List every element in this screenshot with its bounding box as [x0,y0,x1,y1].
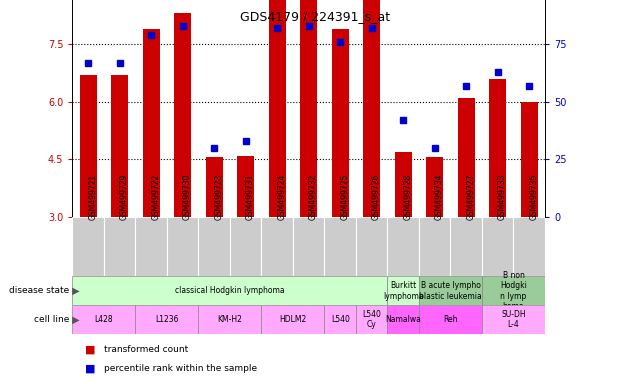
Text: GSM499729: GSM499729 [120,174,129,220]
Text: GSM499732: GSM499732 [309,174,318,220]
Bar [419,276,482,305]
Bar [72,217,104,276]
Bar [230,217,261,276]
Bar [111,75,129,217]
Text: transformed count: transformed count [104,345,188,354]
Text: cell line: cell line [34,315,69,324]
Bar [363,0,381,217]
Bar [520,102,538,217]
Bar [482,217,513,276]
Bar [387,305,419,334]
Bar [198,305,261,334]
Bar [198,217,230,276]
Bar [450,217,482,276]
Text: GSM499721: GSM499721 [88,174,97,220]
Text: GSM499722: GSM499722 [151,174,160,220]
Text: GSM499727: GSM499727 [466,174,475,220]
Bar [356,217,387,276]
Text: percentile rank within the sample: percentile rank within the sample [104,364,257,373]
Bar [331,29,349,217]
Text: GSM499728: GSM499728 [403,174,412,220]
Text: GSM499735: GSM499735 [529,174,538,220]
Bar [394,152,412,217]
Bar [356,305,387,334]
Bar [482,276,545,305]
Text: GDS4179 / 224391_s_at: GDS4179 / 224391_s_at [240,10,390,23]
Bar [174,13,192,217]
Bar [261,305,324,334]
Text: ■: ■ [85,364,96,374]
Text: GSM499725: GSM499725 [340,174,349,220]
Bar [135,217,167,276]
Bar [293,217,324,276]
Text: L428: L428 [94,315,113,324]
Text: Namalwa: Namalwa [386,315,421,324]
Bar [104,217,135,276]
Text: L1236: L1236 [155,315,179,324]
Bar [324,305,356,334]
Bar [205,157,223,217]
Text: Burkitt
lymphoma: Burkitt lymphoma [383,281,423,301]
Bar [419,305,482,334]
Bar [513,217,545,276]
Text: HDLM2: HDLM2 [279,315,307,324]
Text: GSM499726: GSM499726 [372,174,381,220]
Bar [482,305,545,334]
Bar [142,29,160,217]
Text: GSM499723: GSM499723 [214,174,223,220]
Text: ▶: ▶ [69,314,80,325]
Bar [387,217,419,276]
Bar [261,217,293,276]
Text: GSM499734: GSM499734 [435,174,444,220]
Text: ■: ■ [85,344,96,354]
Bar [457,98,475,217]
Bar [426,157,444,217]
Bar [489,79,507,217]
Text: Reh: Reh [443,315,458,324]
Bar [300,0,318,217]
Bar [72,305,135,334]
Bar [135,305,198,334]
Text: B acute lympho
blastic leukemia: B acute lympho blastic leukemia [419,281,482,301]
Text: GSM499730: GSM499730 [183,174,192,220]
Bar [324,217,356,276]
Text: KM-H2: KM-H2 [217,315,243,324]
Bar [387,276,419,305]
Bar [419,217,450,276]
Text: classical Hodgkin lymphoma: classical Hodgkin lymphoma [175,286,285,295]
Bar [167,217,198,276]
Text: GSM499733: GSM499733 [498,174,507,220]
Text: ▶: ▶ [69,286,80,296]
Text: disease state: disease state [9,286,69,295]
Text: GSM499724: GSM499724 [277,174,286,220]
Text: GSM499731: GSM499731 [246,174,255,220]
Text: L540: L540 [331,315,350,324]
Bar [72,276,387,305]
Bar [268,0,286,217]
Bar [237,156,255,217]
Text: SU-DH
L-4: SU-DH L-4 [501,310,526,329]
Text: B non
Hodgki
n lymp
homa: B non Hodgki n lymp homa [500,271,527,311]
Text: L540
Cy: L540 Cy [362,310,381,329]
Bar [79,75,97,217]
